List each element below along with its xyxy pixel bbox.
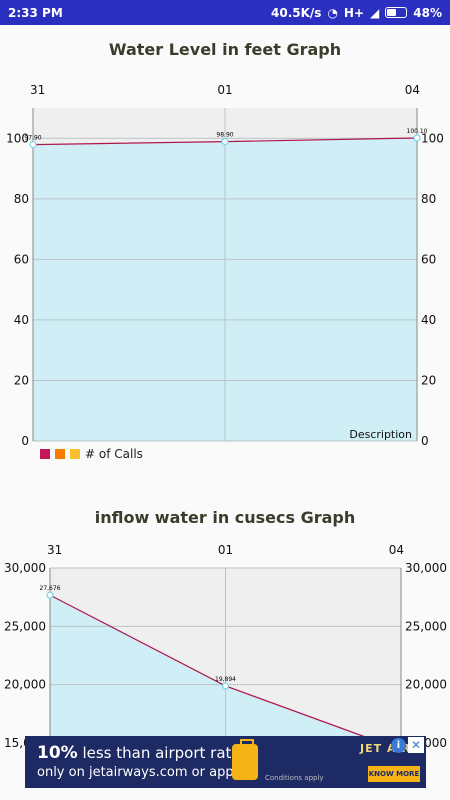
status-bar: 2:33 PM 40.5K/s ◔ H+ ◢ 48% (0, 0, 450, 25)
data-label-0: 27,676 (40, 585, 61, 592)
ad-close-icon[interactable]: ✕ (408, 737, 424, 753)
y-tick-left-2: 25,000 (4, 619, 46, 633)
battery-icon (385, 7, 408, 18)
x-tick-0: 31 (30, 85, 45, 97)
chart-title-water-level: Water Level in feet Graph (108, 40, 342, 59)
ad-headline-bold: 10% (37, 743, 78, 763)
ad-conditions: Conditions apply (265, 774, 324, 782)
y-tick-left-0: 0 (21, 434, 29, 448)
ad-banner[interactable]: 10% less than airport rate only on jetai… (25, 736, 426, 788)
y-tick-right-1: 20 (421, 373, 436, 387)
y-tick-right-3: 30,000 (405, 561, 447, 575)
y-tick-right-5: 100 (421, 131, 444, 145)
ad-info-icon[interactable]: i (391, 738, 406, 753)
wifi-icon: ◔ (327, 5, 338, 20)
data-point-2 (413, 134, 421, 142)
y-tick-left-1: 20 (14, 373, 29, 387)
legend-swatch-red (40, 449, 50, 459)
battery-percent: 48% (413, 5, 442, 20)
y-tick-left-3: 30,000 (4, 561, 46, 575)
network-type: H+ (343, 5, 365, 20)
series-area (50, 595, 401, 750)
y-tick-right-3: 60 (421, 252, 436, 266)
y-tick-left-2: 40 (14, 313, 29, 327)
y-tick-right-0: 0 (421, 434, 429, 448)
y-tick-right-4: 80 (421, 192, 436, 206)
y-tick-left-4: 80 (14, 192, 29, 206)
data-point-0 (29, 141, 37, 149)
y-tick-left-1: 20,000 (4, 678, 46, 692)
ad-know-more-button[interactable]: KNOW MORE (368, 766, 420, 782)
y-tick-right-1: 20,000 (405, 678, 447, 692)
legend-swatch-yellow (70, 449, 80, 459)
data-point-1 (221, 682, 230, 690)
chart-title-inflow: inflow water in cusecs Graph (94, 508, 356, 527)
x-tick-0: 31 (47, 543, 62, 557)
y-tick-left-5: 100 (6, 131, 29, 145)
water-level-chart[interactable]: 0 0 20 20 40 40 60 60 80 80 100 100 31 01 04 97.90 98.90… (0, 85, 450, 465)
ad-headline-rest: less than airport rate (77, 744, 241, 762)
x-tick-2: 04 (405, 85, 420, 97)
status-time: 2:33 PM (8, 5, 63, 20)
x-tick-1: 01 (217, 85, 232, 97)
x-tick-2: 04 (389, 543, 404, 557)
y-tick-left-3: 60 (14, 252, 29, 266)
data-label-2: 100.10 (407, 128, 428, 135)
legend-label: # of Calls (85, 447, 143, 461)
x-tick-1: 01 (218, 543, 233, 557)
chart-description: Description (349, 428, 412, 441)
inflow-chart[interactable]: 15,00015,00020,00020,00025,00025,00030,0… (0, 540, 450, 750)
data-label-0: 97.90 (24, 135, 41, 142)
y-tick-right-2: 25,000 (405, 619, 447, 633)
signal-icon: ◢ (370, 5, 380, 20)
data-point-0 (46, 591, 54, 599)
legend-swatch-orange (55, 449, 65, 459)
ad-headline: 10% less than airport rate (37, 743, 241, 763)
data-label-1: 19,894 (215, 676, 236, 683)
data-point-1 (221, 138, 229, 146)
chart-legend: # of Calls (40, 447, 143, 461)
network-speed: 40.5K/s (271, 5, 322, 20)
data-label-1: 98.90 (216, 132, 233, 139)
y-tick-right-2: 40 (421, 313, 436, 327)
suitcase-icon (232, 739, 258, 780)
ad-subline: only on jetairways.com or app (37, 765, 234, 780)
